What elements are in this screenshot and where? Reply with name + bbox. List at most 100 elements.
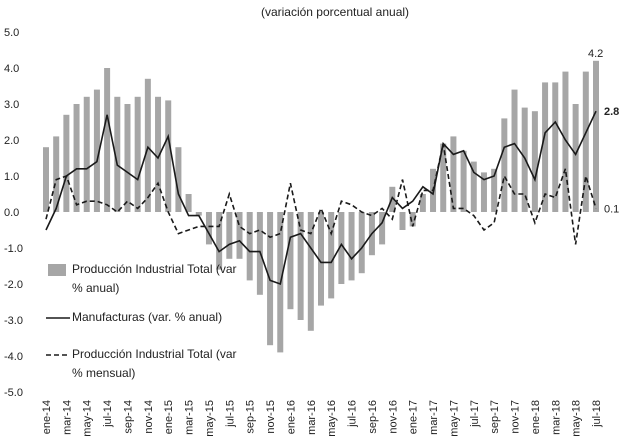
bar [562, 71, 569, 212]
x-tick-label: nov-14 [143, 400, 155, 434]
end-label: 0.1 [604, 203, 619, 215]
bar [63, 114, 70, 212]
chart-title: (variación porcentual anual) [261, 5, 409, 19]
x-tick-label: ene-14 [41, 400, 53, 434]
bar [73, 104, 80, 212]
bar [195, 212, 202, 216]
bar [307, 212, 314, 331]
bar [501, 118, 508, 212]
legend-entry: Producción Industrial Total (var % mensu… [72, 347, 237, 380]
x-tick-label: ene-16 [285, 400, 297, 434]
x-tick-label: ene-17 [408, 400, 420, 434]
legend-swatch [48, 264, 66, 276]
x-tick-label: sep-14 [122, 400, 134, 434]
x-tick-label: jul-16 [347, 400, 359, 428]
y-tick-label: 5.0 [4, 27, 19, 39]
x-tick-label: mar-18 [550, 400, 562, 435]
x-tick-label: mar-17 [428, 400, 440, 435]
x-tick-label: sep-17 [489, 400, 501, 434]
y-tick-label: 4.0 [4, 63, 19, 75]
x-tick-label: may-15 [204, 400, 216, 437]
bar [542, 82, 549, 213]
x-tick-label: mar-14 [61, 400, 73, 435]
y-tick-label: 3.0 [4, 99, 19, 111]
bar [328, 212, 335, 299]
x-tick-label: ene-15 [163, 400, 175, 434]
end-label: 4.2 [588, 48, 603, 60]
bar [43, 147, 49, 212]
bar [552, 82, 559, 213]
y-tick-label: -5.0 [4, 387, 23, 399]
y-tick-label: 0.0 [4, 207, 19, 219]
bar [531, 111, 538, 212]
x-tick-label: jul-14 [102, 400, 114, 428]
bar [144, 78, 151, 212]
x-tick-label: jul-18 [591, 400, 603, 428]
x-tick-label: may-14 [82, 400, 94, 437]
legend-entry: Manufacturas (var. % anual) [72, 310, 223, 324]
legend-entry: Producción Industrial Total (var % anual… [72, 262, 237, 295]
bar [205, 212, 212, 245]
bar [348, 212, 355, 281]
x-tick-label: may-17 [448, 400, 460, 437]
x-tick-label: jul-17 [469, 400, 481, 428]
line [45, 110, 597, 286]
bar [246, 212, 253, 281]
legend-label: Producción Industrial Total (var % mensu… [72, 347, 237, 380]
bar [419, 194, 426, 212]
bar [409, 212, 416, 227]
dashed-line [45, 143, 597, 245]
x-tick-label: ene-18 [530, 400, 542, 434]
bar [318, 212, 324, 306]
x-tick-label: sep-16 [367, 400, 379, 434]
x-tick-label: may-16 [326, 400, 338, 437]
bar [460, 150, 467, 212]
bar [399, 212, 406, 230]
bar [297, 212, 304, 320]
bar [470, 161, 477, 212]
legend-label: Manufacturas (var. % anual) [72, 310, 223, 324]
bar [287, 212, 294, 310]
bar [511, 89, 518, 212]
bar [226, 212, 233, 259]
bar [134, 96, 141, 212]
y-tick-label: -3.0 [4, 315, 23, 327]
bar [358, 212, 365, 274]
x-tick-label: sep-15 [245, 400, 257, 434]
x-tick-label: nov-16 [387, 400, 399, 434]
bar [338, 212, 345, 284]
bar [83, 96, 90, 212]
bar [491, 168, 498, 212]
bar [236, 212, 243, 259]
y-tick-label: -2.0 [4, 279, 23, 291]
bar [175, 147, 182, 212]
bar [104, 68, 111, 212]
x-tick-label: mar-16 [306, 400, 318, 435]
bar [93, 89, 100, 212]
x-tick-label: may-18 [571, 400, 583, 437]
x-tick-label: mar-15 [184, 400, 196, 435]
bar [165, 100, 172, 212]
bar [582, 71, 589, 212]
y-tick-label: -4.0 [4, 351, 23, 363]
y-tick-label: 2.0 [4, 135, 19, 147]
bar [114, 96, 121, 212]
bar [440, 143, 447, 212]
x-tick-label: jul-15 [224, 400, 236, 428]
y-tick-label: -1.0 [4, 243, 23, 255]
bar [480, 172, 487, 212]
bar [53, 136, 60, 212]
bar [216, 212, 223, 270]
bar [593, 60, 599, 212]
bar [155, 96, 162, 212]
bar [124, 104, 131, 212]
y-tick-label: 1.0 [4, 171, 19, 183]
bar [379, 212, 386, 245]
bar [185, 194, 192, 212]
x-tick-label: nov-15 [265, 400, 277, 434]
legend-label: Producción Industrial Total (var % anual… [72, 262, 237, 295]
bar [450, 136, 457, 212]
bar [572, 104, 579, 212]
end-label: 2.8 [604, 106, 619, 118]
